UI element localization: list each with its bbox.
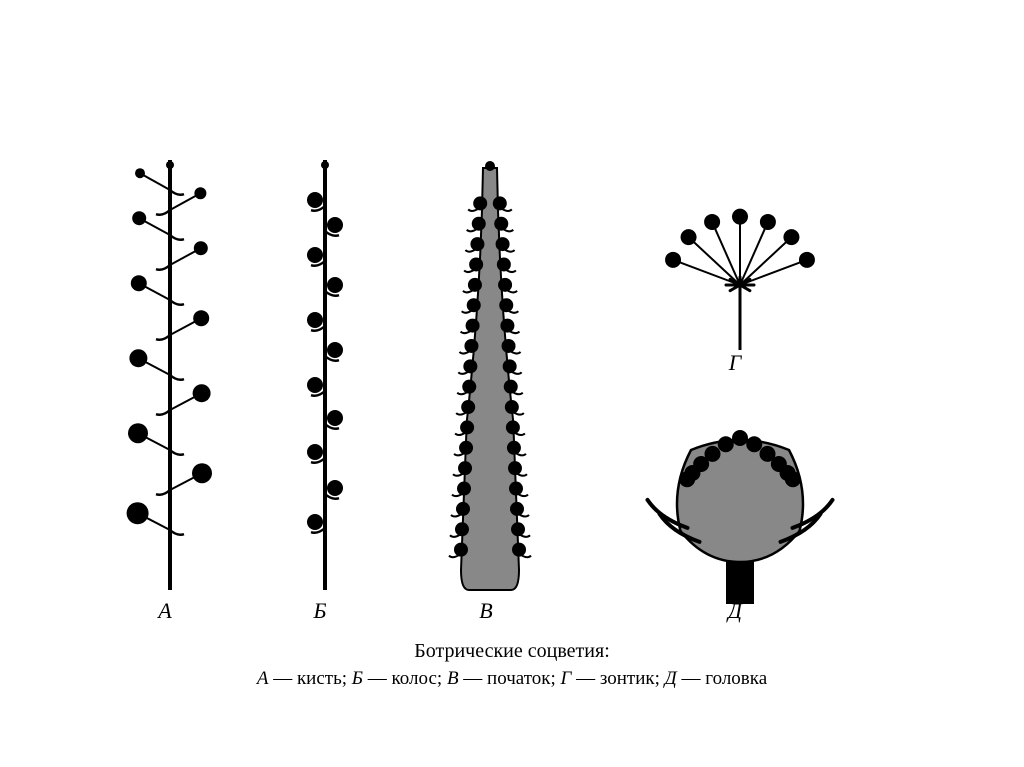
label-A: А [155, 598, 175, 624]
label-D: Д [725, 598, 745, 624]
label-G: Г [725, 350, 745, 376]
label-V: В [476, 598, 496, 624]
caption-legend: А — кисть; Б — колос; В — початок; Г — з… [0, 668, 1024, 690]
caption-title: Ботрические соцветия: [0, 640, 1024, 663]
label-B: Б [310, 598, 330, 624]
